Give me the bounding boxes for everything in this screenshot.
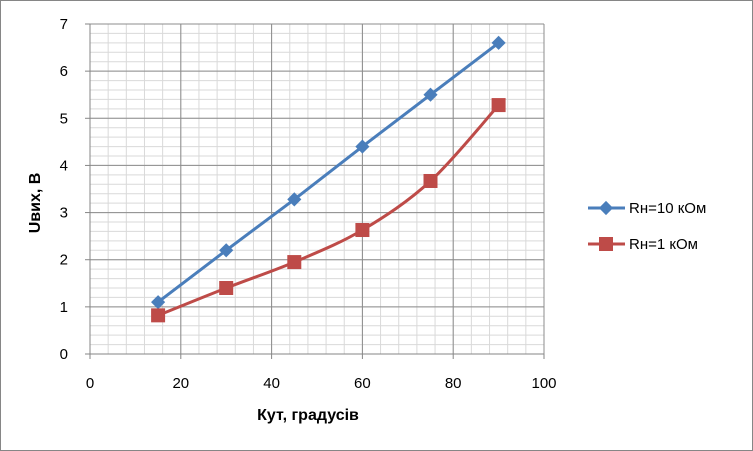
x-tick-label: 0: [86, 375, 94, 392]
x-tick-label: 60: [354, 375, 371, 392]
series-markers: [151, 35, 506, 323]
y-tick-label: 4: [60, 157, 68, 174]
x-tick-label: 40: [263, 375, 280, 392]
data-point-series-2: [287, 255, 302, 270]
x-tick-label: 100: [531, 375, 556, 392]
data-point-series-2: [355, 223, 370, 238]
data-point-series-2: [491, 98, 506, 113]
y-tick-labels: 0 1 2 3 4 5 6 7: [60, 16, 68, 363]
legend-marker-series-2: [599, 237, 613, 251]
y-tick-label: 0: [60, 346, 68, 363]
x-tick-label: 20: [172, 375, 189, 392]
x-tick-labels: 0 20 40 60 80 100: [86, 375, 557, 392]
data-point-series-1: [151, 295, 166, 310]
data-point-series-1: [423, 87, 438, 102]
y-tick-label: 6: [60, 63, 68, 80]
series-lines: [157, 41, 500, 317]
data-point-series-1: [491, 35, 506, 50]
data-point-series-2: [423, 173, 438, 188]
y-tick-label: 2: [60, 252, 68, 269]
x-tick-label: 80: [445, 375, 462, 392]
x-axis-title: Кут, градусів: [257, 407, 359, 424]
series-line-2: [157, 104, 500, 317]
y-axis-title: Uвих, В: [27, 173, 44, 234]
axes: [85, 23, 545, 359]
legend-label-series-1: Rн=10 кОм: [629, 200, 706, 217]
series-line-1: [157, 41, 500, 304]
legend-marker-series-1: [598, 200, 614, 216]
y-tick-label: 3: [60, 205, 68, 222]
y-tick-label: 7: [60, 16, 68, 33]
legend-label-series-2: Rн=1 кОм: [629, 236, 698, 253]
data-point-series-2: [151, 308, 166, 323]
data-point-series-2: [219, 281, 234, 295]
legend: Rн=10 кОм Rн=1 кОм: [588, 200, 706, 253]
data-point-series-1: [287, 192, 302, 207]
y-tick-label: 1: [60, 299, 68, 316]
y-tick-label: 5: [60, 110, 68, 127]
data-point-series-1: [219, 243, 234, 258]
data-point-series-1: [355, 139, 370, 154]
